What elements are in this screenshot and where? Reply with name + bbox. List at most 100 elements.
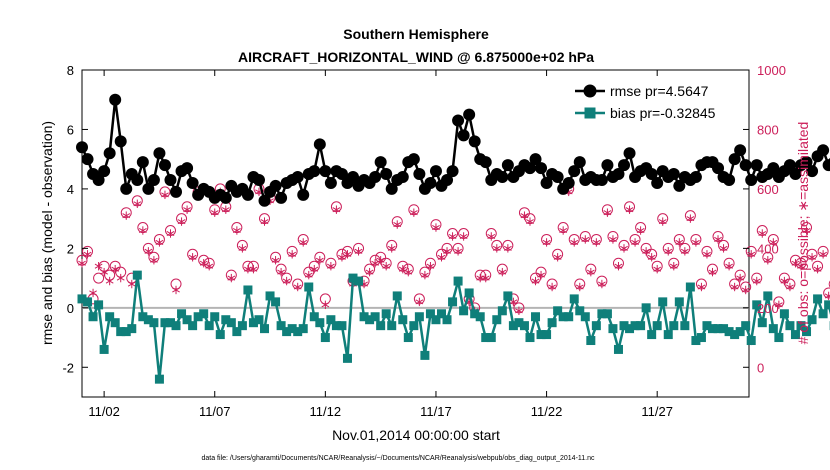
bias-point — [199, 309, 209, 319]
rmse-point — [540, 176, 553, 189]
obs-assimilated-point — [692, 238, 700, 247]
rmse-point — [457, 129, 470, 142]
rmse-point — [595, 173, 608, 186]
legend: rmse pr=4.5647 bias pr=-0.32845 — [570, 77, 742, 127]
obs-assimilated-point — [714, 235, 722, 244]
bias-point — [425, 309, 435, 319]
rmse-point — [612, 168, 625, 181]
rmse-point — [424, 176, 437, 189]
obs-assimilated-point — [575, 282, 584, 292]
obs-assimilated-point — [647, 253, 656, 262]
bias-point — [188, 321, 198, 331]
rmse-point — [413, 168, 426, 181]
rmse-point — [109, 93, 122, 106]
obs-assimilated-point — [188, 253, 197, 262]
rmse-point — [645, 168, 658, 181]
obs-assimilated-point — [653, 264, 662, 274]
obs-assimilated-point — [686, 214, 695, 223]
obs-assimilated-point — [293, 282, 302, 292]
y-tick-label: 4 — [67, 182, 74, 197]
plot-area — [81, 69, 750, 398]
rmse-point — [529, 153, 542, 166]
obs-assimilated-point — [232, 226, 241, 235]
obs-assimilated-point — [409, 208, 418, 217]
rmse-point — [347, 171, 360, 184]
bias-point — [138, 312, 148, 322]
rmse-point — [429, 165, 442, 178]
bias-point — [481, 333, 491, 343]
obs-assimilated-point — [387, 244, 396, 253]
obs-assimilated-point — [708, 267, 717, 277]
bias-point — [232, 327, 242, 337]
x-axis-label: Nov.01,2014 00:00:00 start — [332, 427, 500, 443]
bias-point — [254, 315, 264, 325]
rmse-point — [147, 173, 160, 186]
bias-point — [243, 285, 253, 295]
obs-assimilated-point — [332, 205, 341, 214]
bias-point — [165, 318, 175, 328]
rmse-point — [313, 138, 326, 151]
obs-assimilated-point — [669, 262, 678, 271]
obs-assimilated-point — [127, 279, 136, 289]
rmse-point — [153, 147, 166, 160]
bias-point — [470, 309, 480, 319]
obs-assimilated-point — [553, 253, 562, 262]
rmse-point — [308, 165, 321, 178]
rmse-point — [623, 147, 636, 160]
obs-assimilated-point — [747, 250, 756, 259]
bias-point — [752, 300, 762, 310]
obs-assimilated-point — [824, 291, 830, 301]
rmse-point — [734, 144, 747, 157]
bias-point — [83, 297, 93, 307]
bias-point — [127, 324, 137, 334]
rmse-point — [252, 173, 265, 186]
bias-point — [248, 318, 258, 328]
bias-point — [177, 309, 187, 319]
bias-point — [691, 336, 701, 346]
rmse-point — [181, 162, 194, 175]
bias-point — [315, 318, 325, 328]
obs-assimilated-point — [526, 217, 534, 226]
obs-assimilated-point — [509, 297, 518, 307]
bias-point — [171, 321, 181, 331]
rmse-point — [164, 173, 177, 186]
bias-point — [503, 291, 513, 301]
bias-point — [514, 318, 524, 328]
bias-point — [818, 309, 828, 319]
obs-assimilated-point — [802, 226, 811, 235]
obs-assimilated-point — [703, 250, 711, 259]
rmse-point — [120, 182, 133, 195]
obs-assimilated-point — [697, 282, 706, 292]
bias-point — [459, 306, 469, 316]
bias-point — [497, 306, 507, 316]
obs-assimilated-point — [614, 262, 623, 271]
bias-point — [149, 318, 159, 328]
bias-point — [154, 374, 164, 384]
obs-assimilated-point — [548, 282, 556, 292]
obs-assimilated-point — [426, 262, 435, 271]
rmse-point — [728, 153, 741, 166]
rmse-point — [618, 159, 631, 172]
rmse-point — [158, 159, 171, 172]
obs-assimilated-point — [515, 306, 523, 315]
obs-assimilated-point — [277, 267, 285, 277]
obs-assimilated-point — [763, 256, 772, 265]
obs-assimilated-point — [752, 276, 761, 286]
obs-assimilated-point — [78, 259, 86, 268]
rmse-series — [76, 93, 830, 207]
obs-assimilated-point — [520, 211, 529, 220]
bias-point — [381, 309, 391, 319]
rmse-point — [241, 188, 254, 201]
rmse-point — [114, 135, 127, 148]
obs-assimilated-point — [326, 262, 335, 271]
obs-assimilated-point — [730, 282, 739, 292]
bias-point — [99, 344, 109, 354]
rmse-point — [92, 173, 105, 186]
rmse-point — [297, 188, 310, 201]
obs-assimilated-point — [271, 256, 280, 265]
rmse-point — [131, 173, 144, 186]
bias-point — [370, 312, 380, 322]
bias-point — [160, 318, 170, 328]
obs-assimilated-point — [636, 226, 645, 235]
